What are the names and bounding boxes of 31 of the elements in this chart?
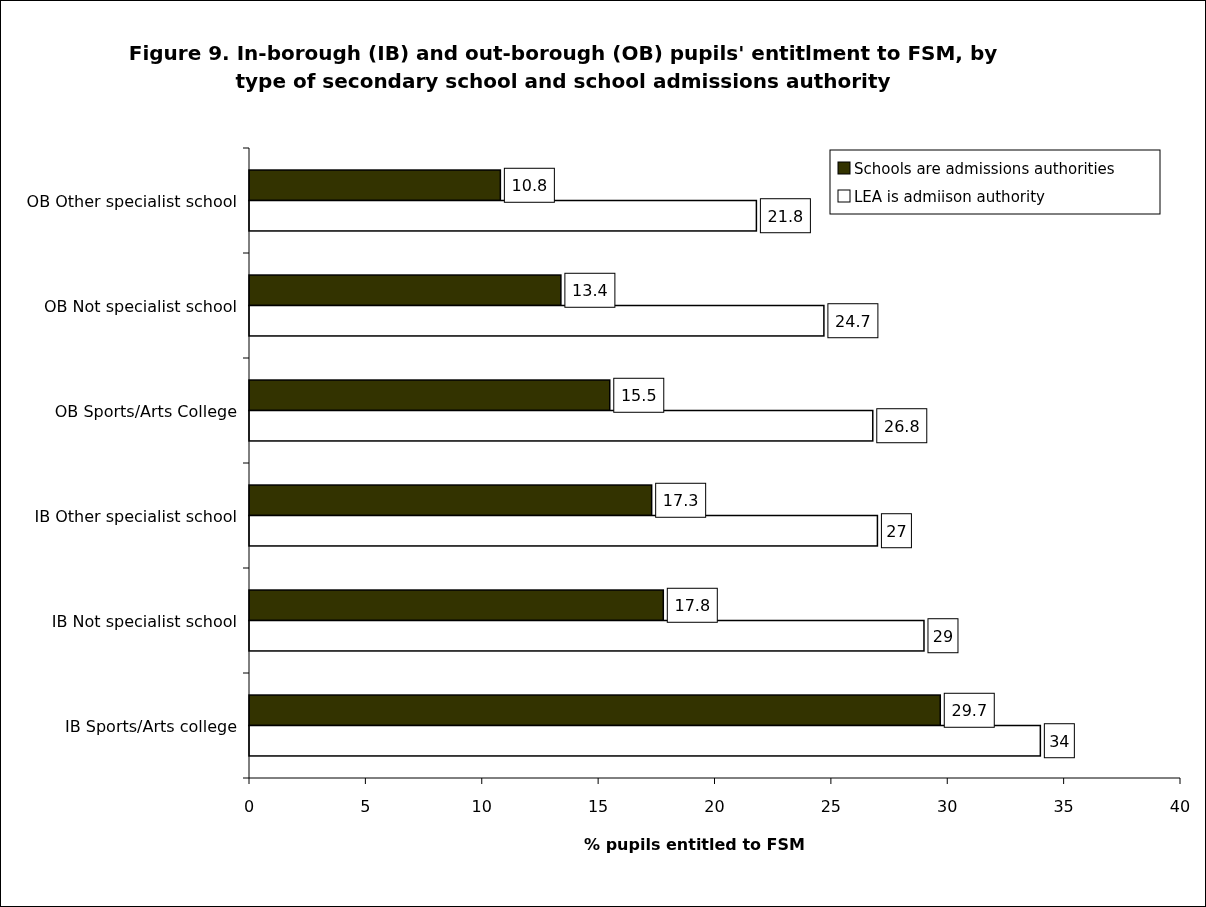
y-tick-label: IB Other specialist school [34,506,237,526]
data-label: 27 [886,521,907,541]
x-tick-label: 0 [243,797,255,816]
data-label: 10.8 [511,176,548,196]
data-label: 29.7 [951,701,988,721]
y-tick-label: OB Not specialist school [43,296,237,316]
x-tick-label: 10 [471,797,492,816]
y-tick-label: IB Not specialist school [51,611,237,631]
data-label: 13.4 [572,281,608,301]
y-tick-label: IB Sports/Arts college [65,716,237,736]
data-label: 26.8 [883,416,920,436]
data-label: 34 [1049,731,1070,751]
data-label: 21.8 [767,206,804,226]
legend-label: LEA is admiison authority [854,188,1046,206]
x-axis-title: % pupils entitled to FSM [584,835,805,854]
data-label: 17.8 [674,596,711,616]
chart-title: Figure 9. In-borough (IB) and out-borough (OB) pupils' entitlment to FSM, by type of secondary school and school admissions authority [128,41,998,93]
x-tick-label: 5 [360,797,371,816]
x-tick-label: 40 [1169,797,1191,816]
data-label: 24.7 [835,311,871,331]
x-tick-label: 30 [937,797,958,816]
x-tick-label: 35 [1053,797,1074,816]
y-tick-label: OB Other specialist school [26,191,237,211]
y-tick-label: OB Sports/Arts College [54,401,237,421]
x-tick-label: 15 [587,797,609,816]
x-tick-label: 25 [820,797,842,816]
x-tick-label: 20 [704,797,725,816]
data-label: 17.3 [662,491,699,511]
data-label: 15.5 [620,386,657,406]
legend-label: Schools are admissions authorities [854,160,1115,178]
data-label: 29 [932,626,954,646]
